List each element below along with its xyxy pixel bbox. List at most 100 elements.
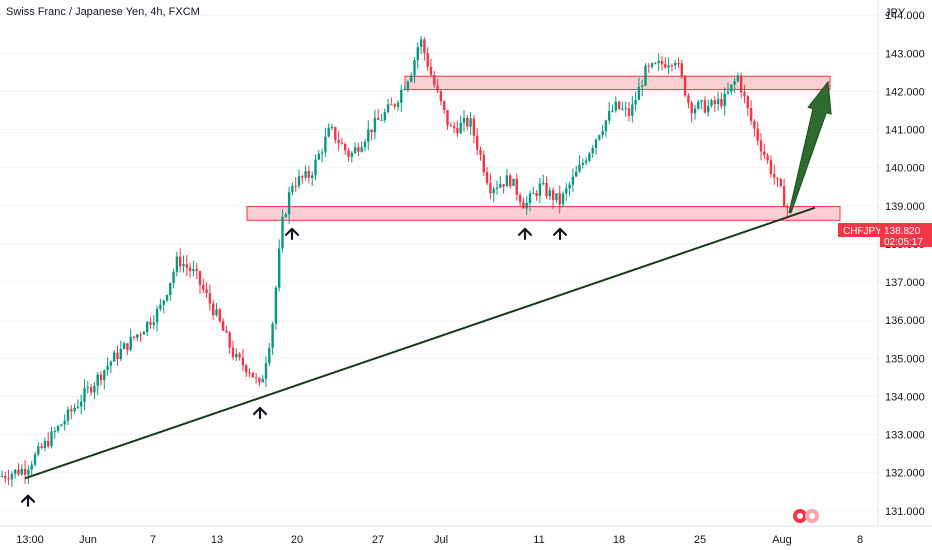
candle-body xyxy=(769,160,773,174)
candle-body xyxy=(215,309,218,316)
candle-body xyxy=(89,387,93,393)
candle-body xyxy=(357,147,360,152)
candle-body xyxy=(80,401,83,407)
chart-title: Swiss Franc / Japanese Yen, 4h, FXCM xyxy=(6,6,200,18)
candle-body xyxy=(370,129,373,133)
candle-body xyxy=(502,184,505,187)
candle-body xyxy=(581,162,584,165)
candle-body xyxy=(274,287,278,324)
candle-body xyxy=(248,372,251,374)
candle-body xyxy=(614,101,617,111)
candle-body xyxy=(185,264,188,268)
candle-body xyxy=(390,104,393,106)
candle-body xyxy=(287,192,291,215)
candle-body xyxy=(753,120,756,129)
candle-body xyxy=(621,108,624,110)
candle-body xyxy=(10,474,14,480)
time-tick-label: 27 xyxy=(372,534,384,546)
candle-body xyxy=(258,378,261,383)
candle-body xyxy=(113,352,116,362)
candle-body xyxy=(175,256,179,273)
candle-body xyxy=(317,153,320,160)
candle-body xyxy=(393,104,396,107)
candle-body xyxy=(433,74,436,86)
replay-icon[interactable] xyxy=(793,509,819,523)
candle-body xyxy=(591,147,594,154)
candle-body xyxy=(532,193,535,195)
candle-body xyxy=(320,152,324,154)
candle-body xyxy=(720,99,723,107)
candle-body xyxy=(245,365,248,373)
candle-body xyxy=(736,75,740,82)
candle-body xyxy=(238,353,241,358)
candle-body xyxy=(743,92,746,97)
candle-body xyxy=(733,81,736,85)
candle-body xyxy=(568,184,571,189)
candle-body xyxy=(386,104,390,113)
candle-body xyxy=(235,353,238,358)
candle-body xyxy=(334,127,337,141)
candle-body xyxy=(99,374,103,381)
candle-body xyxy=(716,99,720,105)
candle-body xyxy=(571,176,575,185)
up-arrow-marker xyxy=(517,227,533,240)
candle-body xyxy=(426,53,429,67)
candle-body xyxy=(324,136,327,153)
candle-body xyxy=(360,147,363,152)
candle-body xyxy=(340,143,344,145)
candle-body xyxy=(443,101,446,110)
candle-body xyxy=(66,409,70,421)
candle-body xyxy=(624,108,627,110)
time-axis[interactable]: 13:00 Jun 7 13 20 27 Jul 11 18 25 Aug 8 xyxy=(16,534,863,546)
candle-body xyxy=(304,171,307,178)
candle-body xyxy=(782,186,786,207)
candle-body xyxy=(53,430,56,432)
candle-body xyxy=(429,66,433,75)
candle-body xyxy=(697,101,700,109)
candle-body xyxy=(330,127,334,129)
candle-body xyxy=(400,89,403,103)
candle-body xyxy=(654,63,657,65)
candle-body xyxy=(578,164,581,172)
candle-body xyxy=(495,187,499,189)
candle-body xyxy=(594,139,598,148)
candle-body xyxy=(601,131,604,136)
time-tick-label: 25 xyxy=(694,534,706,546)
candle-body xyxy=(155,308,159,323)
candle-body xyxy=(416,47,419,61)
candle-body xyxy=(462,118,466,123)
candle-body xyxy=(327,127,330,137)
support-trendline xyxy=(24,206,816,480)
candle-body xyxy=(50,431,53,447)
candle-body xyxy=(278,248,281,288)
up-arrow-marker xyxy=(284,227,300,240)
candle-body xyxy=(608,111,611,121)
candle-body xyxy=(693,108,697,114)
candle-body xyxy=(670,65,674,67)
price-unit-label: JPY xyxy=(885,7,906,19)
candle-body xyxy=(146,321,149,332)
candle-body xyxy=(535,193,538,197)
candle-body xyxy=(518,194,522,203)
candle-body xyxy=(545,182,548,197)
candle-body xyxy=(179,256,182,267)
candle-body xyxy=(617,101,621,110)
candle-body xyxy=(759,140,763,152)
candle-body xyxy=(604,120,608,132)
grid xyxy=(0,14,878,512)
candle-body xyxy=(228,332,231,348)
candle-body xyxy=(542,182,545,184)
candle-body xyxy=(271,323,274,348)
candle-body xyxy=(439,91,443,102)
support-zone xyxy=(246,206,841,221)
candle-body xyxy=(700,100,703,102)
candle-body xyxy=(136,334,139,338)
time-tick-label: 18 xyxy=(613,534,625,546)
countdown-text: 02:05:17 xyxy=(884,237,923,248)
candle-body xyxy=(106,365,109,371)
candle-body xyxy=(344,143,347,151)
candle-body xyxy=(86,387,89,389)
candle-body xyxy=(373,117,377,133)
candle-body xyxy=(466,118,469,127)
